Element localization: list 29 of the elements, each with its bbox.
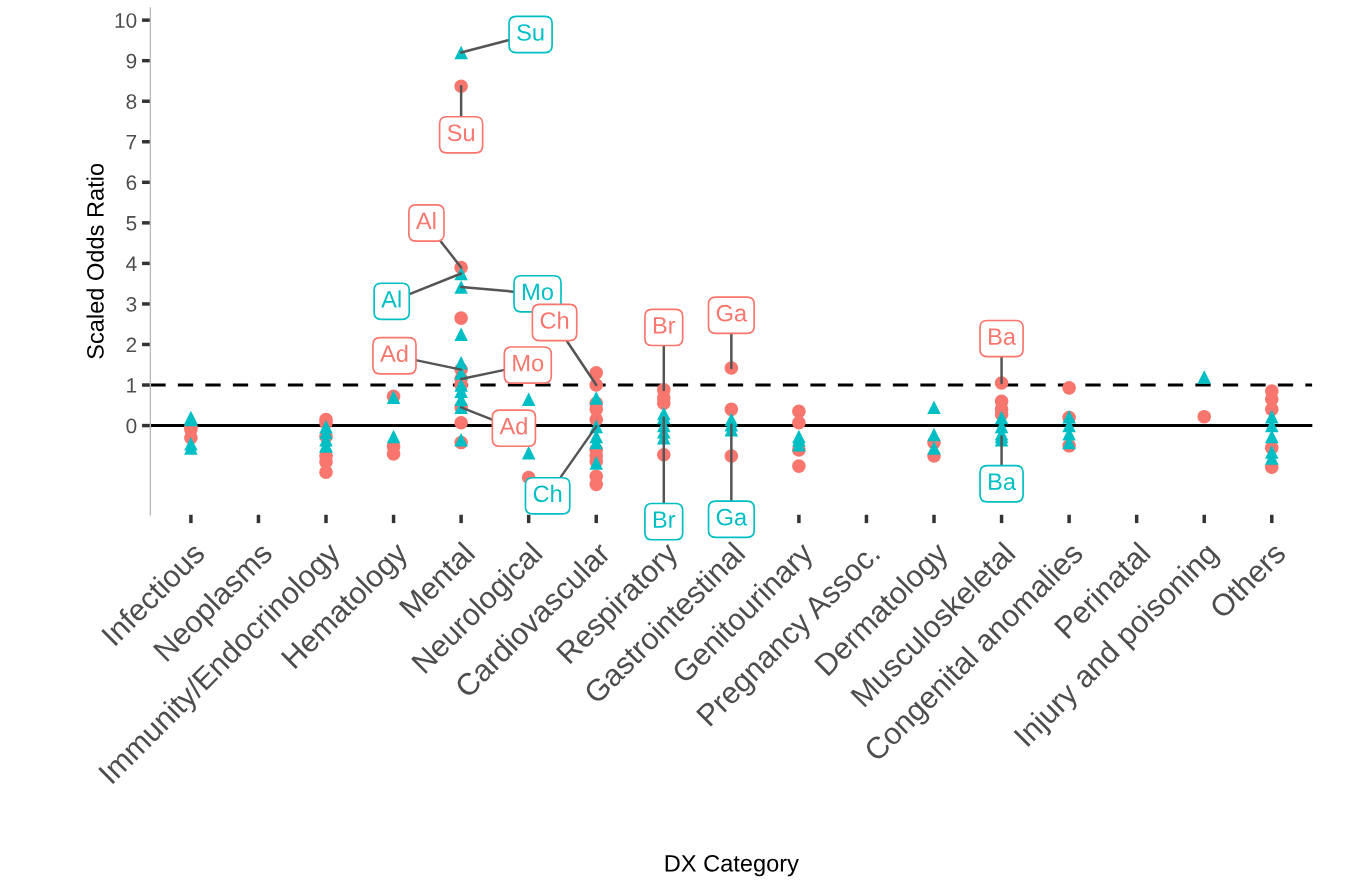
y-tick-label: 2 bbox=[126, 337, 137, 353]
y-tick-label: 1 bbox=[127, 378, 137, 393]
y-tick-label: 5 bbox=[126, 216, 137, 231]
y-tick-label: 4 bbox=[126, 256, 137, 271]
y-axis-title: Scaled Odds Ratio bbox=[86, 163, 104, 359]
y-tick-label: 3 bbox=[126, 296, 137, 312]
annotation: Ad bbox=[380, 344, 408, 363]
x-axis-title: DX Category bbox=[665, 854, 799, 877]
y-tick-label: 8 bbox=[126, 94, 137, 109]
annotation: Ba bbox=[989, 473, 1016, 491]
y-tick-label: 9 bbox=[126, 53, 137, 69]
annotation: Ba bbox=[989, 328, 1016, 345]
annotation: Al bbox=[381, 290, 401, 308]
y-tick-label: 7 bbox=[126, 134, 137, 150]
annotation: Ch bbox=[540, 311, 569, 329]
annotation: Ad bbox=[499, 417, 527, 435]
annotation: Mo bbox=[513, 354, 544, 372]
annotation: Su bbox=[517, 24, 544, 41]
annotation: Br bbox=[653, 317, 676, 334]
y-tick-label: 10 bbox=[115, 13, 137, 28]
annotation: Ga bbox=[716, 304, 748, 322]
annotation: Al bbox=[415, 212, 436, 230]
y-tick-label: 0 bbox=[126, 418, 137, 434]
annotation: Ga bbox=[716, 508, 748, 526]
annotation: Mo bbox=[523, 283, 553, 301]
annotation: Br bbox=[653, 511, 676, 528]
y-tick-label: 6 bbox=[126, 175, 137, 191]
annotation: Ch bbox=[533, 484, 562, 503]
annotation: Su bbox=[447, 124, 474, 142]
